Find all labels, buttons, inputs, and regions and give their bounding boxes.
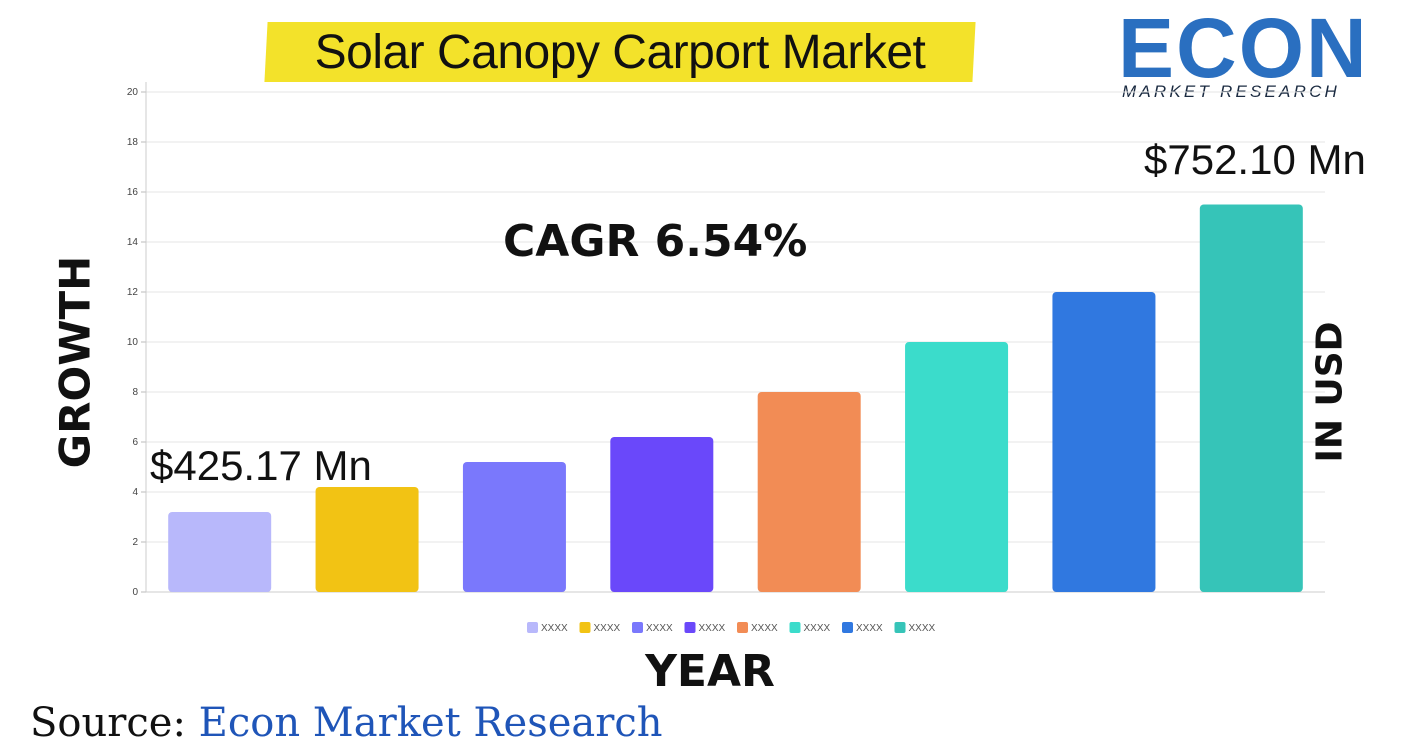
end-value-annotation: $752.10 Mn [1144,136,1366,183]
y-tick-label: 16 [127,187,139,198]
bar [168,512,272,592]
bar [610,437,714,592]
legend-swatch [527,622,538,633]
y-tick-label: 10 [127,337,139,348]
chart-title: Solar Canopy Carport Market [314,26,926,79]
bar [905,342,1009,592]
y-tick-label: 20 [127,87,139,98]
legend-label: XXXX [646,623,673,634]
legend-label: XXXX [751,623,778,634]
y-unit-label: IN USD [1309,321,1351,463]
legend-label: XXXX [541,623,568,634]
legend-swatch [842,622,853,633]
legend-swatch [684,622,696,633]
y-tick-label: 6 [132,437,138,448]
start-value-annotation: $425.17 Mn [150,442,372,489]
legend-label: XXXX [856,623,883,634]
source-name: Econ Market Research [198,700,663,746]
y-tick-label: 0 [132,587,138,598]
y-axis-label: GROWTH [50,255,100,469]
y-tick-label: 12 [127,287,139,298]
bar [1199,204,1303,592]
bar [757,392,861,592]
legend-label: XXXX [909,623,936,634]
legend-swatch [632,622,643,633]
source-line: Source: Econ Market Research [30,700,663,746]
y-tick-label: 18 [127,137,139,148]
bar [1052,292,1156,592]
bar [462,462,566,592]
legend-swatch [737,622,748,633]
y-tick-label: 4 [132,487,138,498]
legend-label: XXXX [699,623,726,634]
legend-swatch [579,622,591,633]
legend-label: XXXX [594,623,621,634]
x-axis-label: YEAR [645,646,775,697]
y-tick-label: 8 [132,387,138,398]
source-label: Source: [30,700,186,746]
y-tick-label: 2 [132,537,138,548]
cagr-annotation: CAGR 6.54% [503,216,808,267]
legend-label: XXXX [804,623,831,634]
legend-swatch [789,622,801,633]
bar [315,487,419,592]
y-tick-label: 14 [127,237,139,248]
legend-swatch [894,622,906,633]
logo-wordmark: ECON [1118,1,1369,95]
